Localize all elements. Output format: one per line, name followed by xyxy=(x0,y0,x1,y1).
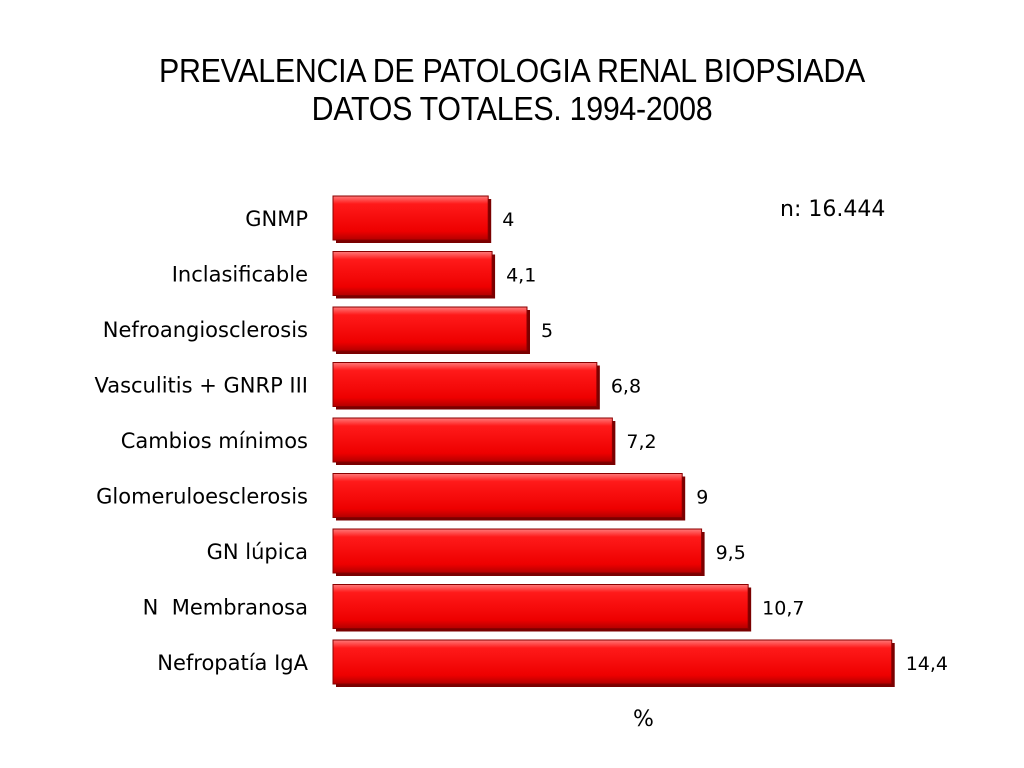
data-label: 9 xyxy=(696,487,708,509)
bar-group: GN lúpica 9,5 xyxy=(207,528,746,576)
bar xyxy=(332,584,749,629)
data-label: 10,7 xyxy=(762,598,804,620)
sample-size-annotation: n: 16.444 xyxy=(780,197,886,222)
bar xyxy=(332,473,683,518)
bar-group: Inclasificable 4,1 xyxy=(172,251,536,299)
category-label: GN lúpica xyxy=(207,540,308,564)
category-label: Vasculitis + GNRP III xyxy=(94,374,308,398)
category-label: N Membranosa xyxy=(143,596,308,620)
data-label: 9,5 xyxy=(716,542,746,564)
bar xyxy=(332,528,703,574)
data-label: 5 xyxy=(541,320,553,342)
data-label: 6,8 xyxy=(611,376,641,398)
bars-layer: GNMP 4 Inclasificable 4,1 Nefroangiosclerosi… xyxy=(94,195,948,687)
category-label: Nefropatía IgA xyxy=(157,651,308,675)
category-label: GNMP xyxy=(245,207,308,231)
category-label: Glomeruloesclerosis xyxy=(96,485,308,509)
bar-group: Vasculitis + GNRP III 6,8 xyxy=(94,362,641,410)
data-label: 4,1 xyxy=(506,265,536,287)
bar-group: Glomeruloesclerosis 9 xyxy=(96,473,708,521)
category-label: Cambios mínimos xyxy=(121,429,308,453)
chart-title: PREVALENCIA DE PATOLOGIA RENAL BIOPSIADA… xyxy=(41,52,983,128)
bar-group: GNMP 4 xyxy=(245,195,514,243)
bar xyxy=(332,639,893,685)
bar xyxy=(332,417,613,463)
bar xyxy=(332,195,489,241)
bar xyxy=(332,251,493,296)
bar-group: Nefropatía IgA 14,4 xyxy=(157,639,948,687)
data-label: 7,2 xyxy=(626,431,656,453)
category-label: Nefroangiosclerosis xyxy=(103,318,308,342)
bar xyxy=(332,306,528,352)
bar xyxy=(332,362,598,407)
chart-title-line-1: PREVALENCIA DE PATOLOGIA RENAL BIOPSIADA xyxy=(158,52,866,89)
data-label: 4 xyxy=(502,209,514,231)
chart-title-line-2: DATOS TOTALES. 1994-2008 xyxy=(311,90,713,127)
bar-group: Cambios mínimos 7,2 xyxy=(121,417,657,465)
x-axis-label: % xyxy=(633,707,654,732)
data-label: 14,4 xyxy=(906,653,948,675)
bar-group: N Membranosa 10,7 xyxy=(143,584,804,632)
bar-group: Nefroangiosclerosis 5 xyxy=(103,306,553,354)
category-label: Inclasificable xyxy=(172,263,308,287)
